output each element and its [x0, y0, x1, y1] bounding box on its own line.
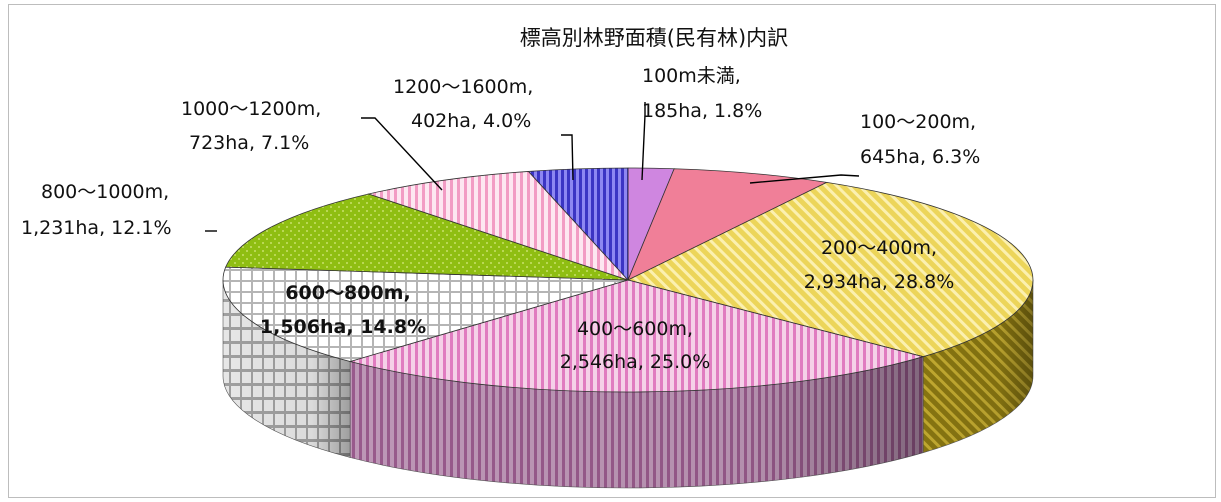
label-400-600m: 400～600m, [577, 318, 693, 340]
pie-top [222, 167, 1034, 393]
label-100m-under: 100m未満, [642, 65, 741, 87]
pie-side-shade-600-800m [223, 280, 351, 458]
data-labels: 100m未満, 185ha, 1.8% 100～200m, 645ha, 6.3… [21, 65, 980, 373]
leader-line-1200-1600m [561, 134, 574, 181]
chart-title: 標高別林野面積(民有林)内訳 [520, 26, 788, 50]
label-100m-under-values: 185ha, 1.8% [642, 100, 762, 122]
label-600-800m: 600～800m, [285, 282, 410, 304]
pie-slice-100-200m [627, 168, 828, 281]
pie-slice-1000-1200m [367, 171, 630, 281]
leader-line-100-200m [749, 174, 860, 184]
label-200-400m: 200～400m, [821, 237, 937, 259]
label-800-1000m-values: 1,231ha, 12.1% [21, 217, 172, 239]
label-100-200m-values: 645ha, 6.3% [860, 146, 980, 168]
pie-slice-400-600m [348, 279, 925, 393]
pie-slice-600-800m [222, 266, 629, 362]
label-1200-1600m: 1200～1600m, [393, 76, 533, 98]
label-100-200m: 100～200m, [860, 111, 976, 133]
label-600-800m-values: 1,506ha, 14.8% [260, 316, 426, 338]
leader-line-1000-1200m [361, 117, 443, 191]
pie-slice-200-400m [626, 181, 1034, 358]
pie-side-shade-200-400m [923, 280, 1033, 453]
chart-frame: 標高別林野面積(民有林)内訳 100m未満, 185ha, 1.8% 100～2… [8, 4, 1216, 498]
pie-sides [222, 279, 1034, 489]
label-1200-1600m-values: 402ha, 4.0% [411, 110, 531, 132]
label-400-600m-values: 2,546ha, 25.0% [560, 351, 711, 373]
leader-line-100m-under [641, 102, 646, 181]
pie-slice-1200-1600m [527, 167, 629, 282]
pie-side-shade-400-600m [350, 356, 924, 488]
pie-chart: 標高別林野面積(民有林)内訳 100m未満, 185ha, 1.8% 100～2… [21, 26, 1034, 489]
label-1000-1200m: 1000～1200m, [181, 98, 321, 120]
leader-lines [205, 102, 860, 232]
label-800-1000m: 800～1000m, [41, 181, 169, 203]
pie-slice-800-1000m [225, 193, 629, 281]
label-1000-1200m-values: 723ha, 7.1% [189, 132, 309, 154]
label-200-400m-values: 2,934ha, 28.8% [804, 271, 955, 293]
